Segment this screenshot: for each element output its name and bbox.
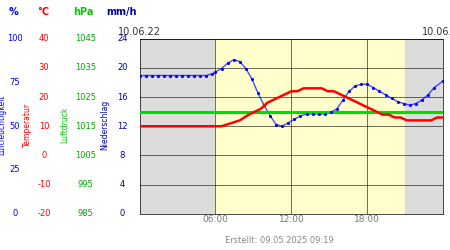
Text: 995: 995 — [77, 180, 94, 189]
Text: 20: 20 — [39, 92, 50, 102]
Text: °C: °C — [37, 6, 49, 16]
Text: 985: 985 — [77, 209, 94, 218]
Text: 16: 16 — [117, 92, 128, 102]
Text: 1015: 1015 — [75, 122, 96, 131]
Text: 1045: 1045 — [75, 34, 96, 43]
Text: Luftfeuchtigkeit: Luftfeuchtigkeit — [0, 95, 7, 155]
Text: 100: 100 — [7, 34, 22, 43]
Text: Erstellt: 09.05.2025 09:19: Erstellt: 09.05.2025 09:19 — [225, 236, 333, 245]
Text: -10: -10 — [37, 180, 51, 189]
Text: 20: 20 — [117, 64, 128, 72]
Text: 30: 30 — [39, 64, 50, 72]
Text: 50: 50 — [9, 122, 20, 131]
Text: 0: 0 — [12, 209, 18, 218]
Bar — [140, 39, 216, 214]
Text: 25: 25 — [9, 166, 20, 174]
Text: 40: 40 — [39, 34, 50, 43]
Text: 12: 12 — [117, 122, 128, 131]
Text: 8: 8 — [120, 151, 125, 160]
Text: 1005: 1005 — [75, 151, 96, 160]
Bar — [216, 39, 405, 214]
Text: 1035: 1035 — [75, 64, 96, 72]
Text: Luftdruck: Luftdruck — [60, 107, 69, 143]
Text: 4: 4 — [120, 180, 125, 189]
Bar — [405, 39, 443, 214]
Text: %: % — [9, 6, 18, 16]
Text: -20: -20 — [37, 209, 51, 218]
Text: 0: 0 — [120, 209, 125, 218]
Text: 0: 0 — [41, 151, 47, 160]
Text: mm/h: mm/h — [106, 6, 137, 16]
Text: hPa: hPa — [73, 6, 94, 16]
Text: 10: 10 — [39, 122, 50, 131]
Text: 1025: 1025 — [75, 92, 96, 102]
Text: Temperatur: Temperatur — [22, 103, 32, 147]
Text: Niederschlag: Niederschlag — [100, 100, 109, 150]
Text: 24: 24 — [117, 34, 128, 43]
Text: 75: 75 — [9, 78, 20, 87]
